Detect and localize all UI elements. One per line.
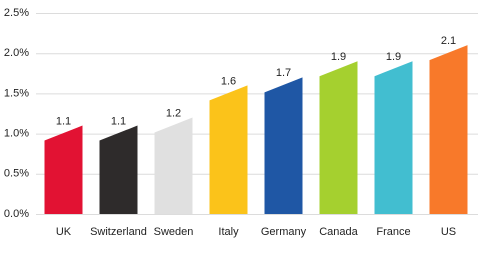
bar — [99, 125, 138, 214]
value-label: 1.1 — [56, 115, 71, 127]
x-tick-label: UK — [56, 226, 72, 238]
y-tick-label: 1.5% — [4, 87, 29, 99]
value-label: 1.7 — [276, 67, 291, 79]
x-tick-label: Sweden — [154, 226, 194, 238]
x-tick-label: Switzerland — [90, 226, 147, 238]
value-label: 1.2 — [166, 107, 181, 119]
bar — [429, 45, 468, 214]
value-label: 1.1 — [111, 115, 126, 127]
x-tick-label: Italy — [218, 226, 239, 238]
y-tick-label: 2.5% — [4, 7, 29, 19]
value-label: 1.6 — [221, 75, 236, 87]
y-tick-label: 2.0% — [4, 47, 29, 59]
x-tick-label: US — [441, 226, 456, 238]
x-tick-label: Canada — [319, 226, 358, 238]
bar — [264, 77, 303, 214]
y-tick-label: 0.0% — [4, 208, 29, 220]
value-label: 1.9 — [386, 51, 401, 63]
x-tick-label: France — [376, 226, 410, 238]
bar — [44, 125, 83, 214]
y-tick-label: 1.0% — [4, 128, 29, 140]
bar — [319, 61, 358, 214]
value-label: 2.1 — [441, 35, 456, 47]
bar — [154, 117, 193, 214]
bar — [209, 85, 248, 214]
y-tick-label: 0.5% — [4, 168, 29, 180]
bar — [374, 61, 413, 214]
x-tick-label: Germany — [261, 226, 307, 238]
value-label: 1.9 — [331, 51, 346, 63]
